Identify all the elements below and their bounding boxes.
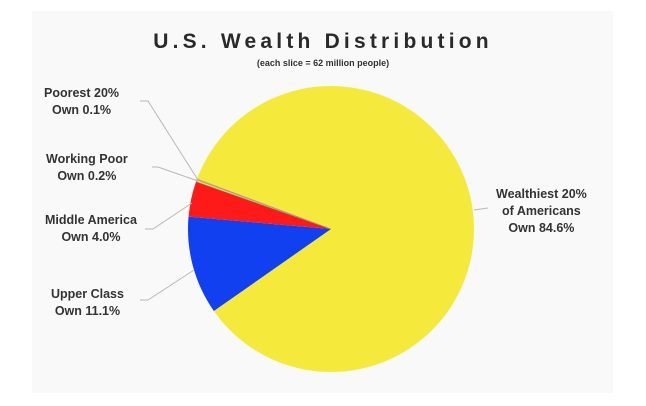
label-poorest-line2: Own 0.1% xyxy=(51,103,112,117)
label-wealthiest-line1: Wealthiest 20% xyxy=(496,187,587,201)
slice-upper-class xyxy=(188,216,331,312)
leader-lines xyxy=(140,100,489,301)
leader-line-working-poor xyxy=(152,166,199,182)
label-wealthiest-line2: of Americans xyxy=(502,204,581,218)
slice-wealthiest xyxy=(197,85,474,372)
label-upper-line2: Own 11.1% xyxy=(54,304,121,318)
label-wealthiest: Wealthiest 20% of Americans Own 84.6% xyxy=(496,186,587,237)
label-wealthiest-line3: Own 84.6% xyxy=(508,221,575,235)
leader-line-poorest xyxy=(140,100,199,181)
leader-line-wealthiest xyxy=(473,207,489,211)
label-upper-line1: Upper Class xyxy=(51,287,124,301)
chart-subtitle: (each slice = 62 million people) xyxy=(256,58,390,68)
label-working-poor-line1: Working Poor xyxy=(46,152,128,166)
label-poorest: Poorest 20% Own 0.1% xyxy=(44,85,119,119)
leader-line-middle xyxy=(145,202,193,230)
chart-title: U.S. Wealth Distribution xyxy=(153,30,493,53)
label-working-poor-line2: Own 0.2% xyxy=(57,169,117,183)
label-middle-line1: Middle America xyxy=(45,213,137,227)
slice-middle-america xyxy=(188,181,331,229)
pie-slices xyxy=(188,85,474,372)
label-poorest-line1: Poorest 20% xyxy=(44,86,120,100)
leader-line-upper xyxy=(140,269,195,301)
label-working-poor: Working Poor Own 0.2% xyxy=(46,151,128,185)
label-middle-america: Middle America Own 4.0% xyxy=(45,212,137,246)
label-middle-line2: Own 4.0% xyxy=(61,230,121,244)
label-upper-class: Upper Class Own 11.1% xyxy=(51,286,124,320)
